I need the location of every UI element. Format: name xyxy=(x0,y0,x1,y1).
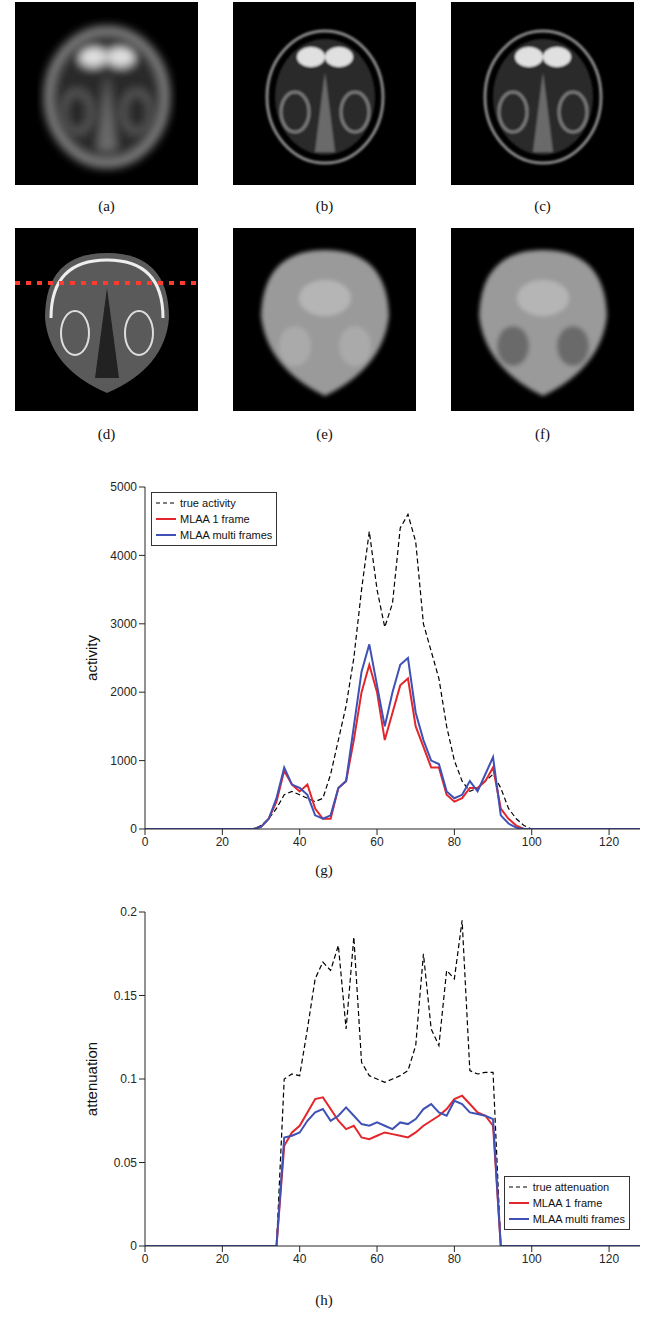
html-text:(f): (f) xyxy=(535,426,550,442)
html-text:true attenuation: true attenuation xyxy=(532,1181,610,1193)
svg-text:60: 60 xyxy=(370,835,384,849)
svg-text:0: 0 xyxy=(142,1252,149,1266)
svg-text:120: 120 xyxy=(599,835,619,849)
svg-text:0.2: 0.2 xyxy=(120,905,137,919)
svg-text:20: 20 xyxy=(216,1252,230,1266)
svg-text:attenuation: attenuation xyxy=(83,1042,100,1116)
html-text:MLAA multi frames: MLAA multi frames xyxy=(180,529,273,541)
html-text:MLAA 1 frame: MLAA 1 frame xyxy=(180,513,250,525)
svg-text:4000: 4000 xyxy=(110,549,137,563)
html-text:(c): (c) xyxy=(534,198,551,214)
svg-text:120: 120 xyxy=(599,1252,619,1266)
html-text:(b): (b) xyxy=(315,198,334,214)
svg-text:0: 0 xyxy=(142,835,149,849)
svg-text:20: 20 xyxy=(216,835,230,849)
svg-text:100: 100 xyxy=(522,835,542,849)
svg-text:0.1: 0.1 xyxy=(120,1072,137,1086)
html-text:(g): (g) xyxy=(315,862,333,878)
svg-text:activity: activity xyxy=(83,635,100,681)
svg-text:80: 80 xyxy=(448,1252,462,1266)
svg-text:2000: 2000 xyxy=(110,685,137,699)
svg-text:60: 60 xyxy=(370,1252,384,1266)
svg-text:100: 100 xyxy=(522,1252,542,1266)
svg-text:40: 40 xyxy=(293,1252,307,1266)
html-text:(h): (h) xyxy=(315,1292,333,1308)
svg-text:0.05: 0.05 xyxy=(114,1156,138,1170)
svg-text:0: 0 xyxy=(130,822,137,836)
svg-text:0: 0 xyxy=(130,1239,137,1253)
svg-text:1000: 1000 xyxy=(110,754,137,768)
html-text:true activity: true activity xyxy=(180,497,236,509)
svg-text:80: 80 xyxy=(448,835,462,849)
html-text:(a): (a) xyxy=(98,198,115,214)
svg-text:3000: 3000 xyxy=(110,617,137,631)
svg-text:5000: 5000 xyxy=(110,480,137,494)
html-text:MLAA multi frames: MLAA multi frames xyxy=(532,1213,625,1225)
svg-text:40: 40 xyxy=(293,835,307,849)
html-text:(d): (d) xyxy=(97,426,116,442)
html-text:MLAA 1 frame: MLAA 1 frame xyxy=(532,1197,603,1209)
html-text:(e): (e) xyxy=(316,426,333,442)
svg-text:0.15: 0.15 xyxy=(114,989,138,1003)
